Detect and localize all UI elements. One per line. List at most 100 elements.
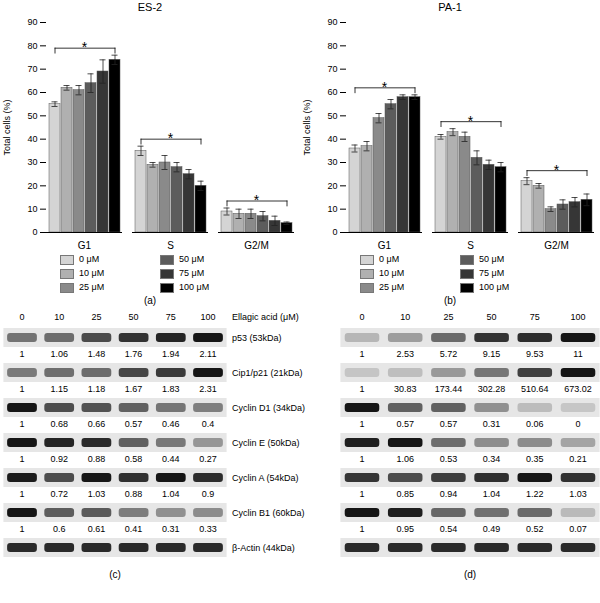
svg-text:0: 0 <box>575 419 580 429</box>
svg-text:0.33: 0.33 <box>199 524 217 534</box>
svg-text:1.83: 1.83 <box>162 384 180 394</box>
svg-text:1.48: 1.48 <box>88 349 106 359</box>
svg-text:1.03: 1.03 <box>88 489 106 499</box>
svg-text:Cyclin A (54kDa): Cyclin A (54kDa) <box>232 473 299 483</box>
svg-text:80: 80 <box>327 41 337 51</box>
svg-text:0.31: 0.31 <box>483 419 501 429</box>
svg-text:0.4: 0.4 <box>202 419 215 429</box>
svg-text:510.64: 510.64 <box>521 384 549 394</box>
svg-text:0.34: 0.34 <box>483 454 501 464</box>
svg-text:30: 30 <box>327 157 337 167</box>
svg-text:0.27: 0.27 <box>199 454 217 464</box>
svg-text:0: 0 <box>19 312 24 322</box>
svg-text:1: 1 <box>19 384 24 394</box>
svg-text:*: * <box>82 39 88 55</box>
svg-text:173.44: 173.44 <box>435 384 463 394</box>
svg-text:1.04: 1.04 <box>483 489 501 499</box>
svg-text:0.06: 0.06 <box>526 419 544 429</box>
svg-text:0.52: 0.52 <box>526 524 544 534</box>
svg-text:Cyclin E (50kDa): Cyclin E (50kDa) <box>232 438 300 448</box>
svg-text:0.85: 0.85 <box>396 489 414 499</box>
svg-text:0.88: 0.88 <box>88 454 106 464</box>
svg-text:0.68: 0.68 <box>50 419 68 429</box>
svg-text:5.72: 5.72 <box>440 349 458 359</box>
svg-text:0.41: 0.41 <box>125 524 143 534</box>
svg-text:1.94: 1.94 <box>162 349 180 359</box>
svg-text:G1: G1 <box>378 240 392 251</box>
svg-text:20: 20 <box>27 181 37 191</box>
svg-text:10: 10 <box>400 312 410 322</box>
svg-text:1: 1 <box>359 419 364 429</box>
svg-text:1.67: 1.67 <box>125 384 143 394</box>
svg-text:Total cells (%): Total cells (%) <box>302 99 312 155</box>
svg-text:0.58: 0.58 <box>125 454 143 464</box>
svg-text:2.31: 2.31 <box>199 384 217 394</box>
svg-text:1: 1 <box>19 419 24 429</box>
svg-text:9.15: 9.15 <box>483 349 501 359</box>
svg-text:*: * <box>554 162 560 178</box>
svg-text:1: 1 <box>19 349 24 359</box>
svg-text:0.94: 0.94 <box>440 489 458 499</box>
svg-text:0.53: 0.53 <box>440 454 458 464</box>
svg-text:0.21: 0.21 <box>569 454 587 464</box>
svg-text:0.57: 0.57 <box>396 419 414 429</box>
svg-text:0.54: 0.54 <box>440 524 458 534</box>
svg-text:40: 40 <box>27 134 37 144</box>
svg-text:(c): (c) <box>109 569 121 580</box>
svg-text:50: 50 <box>27 111 37 121</box>
svg-text:60: 60 <box>327 87 337 97</box>
svg-text:1.03: 1.03 <box>569 489 587 499</box>
svg-text:90: 90 <box>27 17 37 27</box>
svg-text:0: 0 <box>32 227 37 237</box>
svg-text:0.07: 0.07 <box>569 524 587 534</box>
svg-text:Cip1/p21 (21kDa): Cip1/p21 (21kDa) <box>232 368 303 378</box>
svg-text:*: * <box>382 79 388 95</box>
svg-text:302.28: 302.28 <box>478 384 506 394</box>
svg-text:1.15: 1.15 <box>50 384 68 394</box>
svg-text:1.22: 1.22 <box>526 489 544 499</box>
svg-text:100: 100 <box>570 312 585 322</box>
svg-text:1.06: 1.06 <box>396 454 414 464</box>
svg-text:0: 0 <box>359 312 364 322</box>
svg-text:0.6: 0.6 <box>53 524 66 534</box>
svg-text:*: * <box>468 113 474 129</box>
svg-text:Total cells (%): Total cells (%) <box>2 99 12 155</box>
svg-text:1: 1 <box>359 384 364 394</box>
svg-text:Cyclin D1 (34kDa): Cyclin D1 (34kDa) <box>232 403 305 413</box>
svg-text:0.66: 0.66 <box>88 419 106 429</box>
svg-text:(d): (d) <box>464 569 476 580</box>
svg-text:1.06: 1.06 <box>50 349 68 359</box>
svg-text:50: 50 <box>129 312 139 322</box>
svg-text:90: 90 <box>327 17 337 27</box>
svg-text:0.44: 0.44 <box>162 454 180 464</box>
svg-text:50: 50 <box>487 312 497 322</box>
svg-text:10: 10 <box>54 312 64 322</box>
svg-text:60: 60 <box>27 87 37 97</box>
svg-text:30.83: 30.83 <box>394 384 417 394</box>
svg-text:0.95: 0.95 <box>396 524 414 534</box>
svg-text:1: 1 <box>19 524 24 534</box>
svg-text:11: 11 <box>573 349 582 359</box>
svg-text:S: S <box>467 240 474 251</box>
svg-text:0.72: 0.72 <box>50 489 68 499</box>
svg-text:30: 30 <box>27 157 37 167</box>
svg-text:25: 25 <box>443 312 453 322</box>
svg-text:Cyclin B1 (60kDa): Cyclin B1 (60kDa) <box>232 508 305 518</box>
svg-text:1.04: 1.04 <box>162 489 180 499</box>
svg-text:0.61: 0.61 <box>88 524 106 534</box>
svg-text:0.49: 0.49 <box>483 524 501 534</box>
svg-text:10: 10 <box>27 204 37 214</box>
svg-text:G2/M: G2/M <box>244 240 268 251</box>
svg-text:100: 100 <box>200 312 215 322</box>
svg-text:S: S <box>167 240 174 251</box>
svg-text:1: 1 <box>19 489 24 499</box>
svg-text:0.31: 0.31 <box>162 524 180 534</box>
svg-text:1.18: 1.18 <box>88 384 106 394</box>
svg-text:25: 25 <box>91 312 101 322</box>
svg-text:80: 80 <box>27 41 37 51</box>
svg-text:70: 70 <box>27 64 37 74</box>
svg-text:50: 50 <box>327 111 337 121</box>
svg-text:0: 0 <box>332 227 337 237</box>
svg-text:70: 70 <box>327 64 337 74</box>
svg-text:β-Actin (44kDa): β-Actin (44kDa) <box>232 543 295 553</box>
